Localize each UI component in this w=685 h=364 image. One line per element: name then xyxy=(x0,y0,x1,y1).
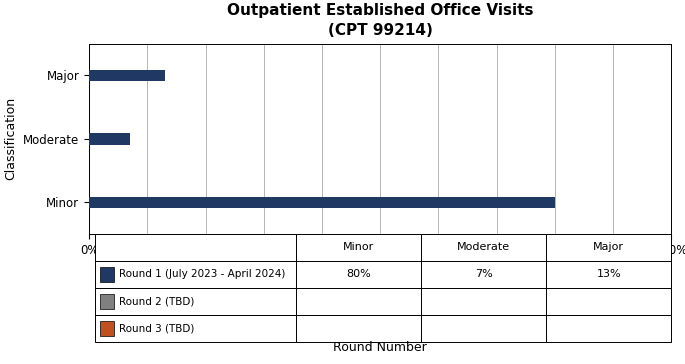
Bar xyxy=(546,234,671,261)
Text: Round Number: Round Number xyxy=(334,341,427,354)
Bar xyxy=(99,267,114,282)
Bar xyxy=(89,133,130,145)
Bar xyxy=(546,315,671,342)
Bar xyxy=(421,288,546,315)
Bar xyxy=(296,315,421,342)
Bar xyxy=(99,321,114,336)
Text: Minor: Minor xyxy=(342,242,374,253)
Text: Round 1 (July 2023 - April 2024): Round 1 (July 2023 - April 2024) xyxy=(119,269,285,280)
Bar xyxy=(89,197,555,208)
Bar xyxy=(89,70,164,81)
Text: Round 2 (TBD): Round 2 (TBD) xyxy=(119,296,194,306)
Bar xyxy=(546,288,671,315)
Bar xyxy=(95,261,296,288)
Bar xyxy=(296,234,421,261)
Bar xyxy=(99,294,114,309)
Bar xyxy=(95,288,296,315)
Y-axis label: Classification: Classification xyxy=(5,97,18,181)
Bar xyxy=(296,288,421,315)
Title: Evaluation and Management services
Outpatient Established Office Visits
(CPT 992: Evaluation and Management services Outpa… xyxy=(219,0,541,38)
Text: Round 3 (TBD): Round 3 (TBD) xyxy=(119,324,194,333)
Bar xyxy=(421,234,546,261)
Text: 7%: 7% xyxy=(475,269,493,280)
Bar xyxy=(95,315,296,342)
Bar xyxy=(546,261,671,288)
Bar xyxy=(421,261,546,288)
Bar xyxy=(296,261,421,288)
Text: 80%: 80% xyxy=(346,269,371,280)
Text: 13%: 13% xyxy=(597,269,621,280)
Bar xyxy=(95,234,296,261)
Text: Major: Major xyxy=(593,242,624,253)
Bar xyxy=(421,315,546,342)
Text: Moderate: Moderate xyxy=(457,242,510,253)
